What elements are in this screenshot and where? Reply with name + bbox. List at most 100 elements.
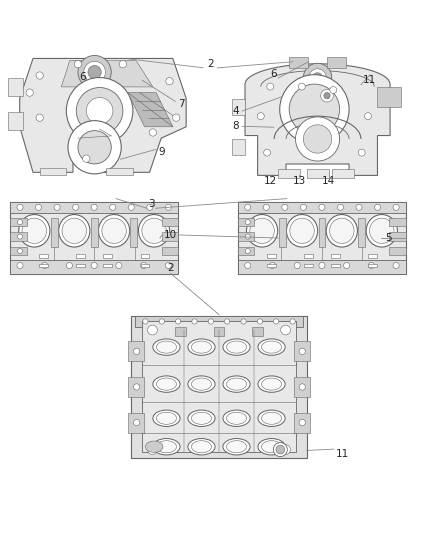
Circle shape [74,60,81,68]
Text: 6: 6 [270,69,277,79]
Ellipse shape [59,215,90,247]
Bar [332,168,354,177]
Circle shape [245,220,250,225]
Circle shape [324,93,330,99]
Circle shape [393,204,399,211]
Circle shape [147,204,153,211]
Bar [128,413,144,432]
Bar [368,264,377,267]
Circle shape [263,204,269,211]
Ellipse shape [261,341,282,353]
Bar [389,247,406,255]
Ellipse shape [261,412,282,424]
Circle shape [35,204,42,211]
Bar [8,112,23,130]
Circle shape [269,262,276,269]
Ellipse shape [62,218,86,244]
Circle shape [245,248,250,254]
Circle shape [299,348,305,354]
Bar [378,86,401,107]
Circle shape [134,419,140,426]
Bar [10,247,27,255]
Bar [39,254,48,258]
Circle shape [319,262,325,269]
Bar [10,218,27,227]
Circle shape [309,69,326,86]
Circle shape [73,204,79,211]
Circle shape [18,234,22,239]
Circle shape [299,419,305,426]
Circle shape [166,78,173,85]
Ellipse shape [226,441,247,453]
Bar [106,168,133,175]
Circle shape [356,204,362,211]
Circle shape [241,319,246,324]
Text: 8: 8 [232,122,239,131]
Circle shape [128,204,134,211]
Circle shape [299,384,305,390]
Bar [128,377,144,397]
Circle shape [364,112,371,119]
Circle shape [110,204,116,211]
Bar [267,264,276,267]
Circle shape [192,319,197,324]
Ellipse shape [258,376,285,392]
Circle shape [141,262,147,269]
Ellipse shape [156,441,177,453]
Ellipse shape [142,218,166,244]
Bar [237,260,406,274]
Circle shape [36,114,43,122]
Circle shape [26,89,33,96]
Text: 2: 2 [167,263,174,273]
Circle shape [290,319,295,324]
Circle shape [176,319,181,324]
Text: 4: 4 [232,106,239,116]
Circle shape [88,66,101,79]
Ellipse shape [370,218,394,244]
Bar [304,264,313,267]
Circle shape [86,98,113,124]
Circle shape [267,83,274,90]
Bar [237,202,406,213]
Circle shape [358,149,365,156]
Circle shape [134,348,140,354]
Circle shape [273,442,287,457]
Bar [294,342,310,361]
Circle shape [18,220,22,225]
Ellipse shape [223,376,250,392]
Ellipse shape [226,341,247,353]
Bar [51,218,58,247]
Ellipse shape [191,441,212,453]
Circle shape [289,84,339,134]
Text: 11: 11 [336,449,349,458]
Circle shape [42,262,48,269]
Circle shape [149,129,156,136]
Ellipse shape [99,215,130,247]
Ellipse shape [261,378,282,390]
Bar [278,168,300,177]
Bar [103,264,112,267]
Ellipse shape [223,410,250,426]
Circle shape [17,262,23,269]
Ellipse shape [258,410,285,426]
Bar [131,316,307,458]
Bar [233,99,245,115]
Ellipse shape [22,218,46,244]
Text: 12: 12 [264,176,277,186]
Circle shape [245,234,250,239]
Polygon shape [245,64,390,175]
Bar [294,377,310,397]
Ellipse shape [102,218,126,244]
Bar [294,413,310,432]
Circle shape [225,319,230,324]
Ellipse shape [145,441,163,453]
Circle shape [76,87,123,134]
Bar [141,264,149,267]
Bar [279,218,286,247]
Ellipse shape [290,218,314,244]
Circle shape [165,204,171,211]
Bar [40,168,66,175]
Text: 6: 6 [79,72,86,82]
Ellipse shape [188,410,215,426]
Circle shape [78,131,111,164]
